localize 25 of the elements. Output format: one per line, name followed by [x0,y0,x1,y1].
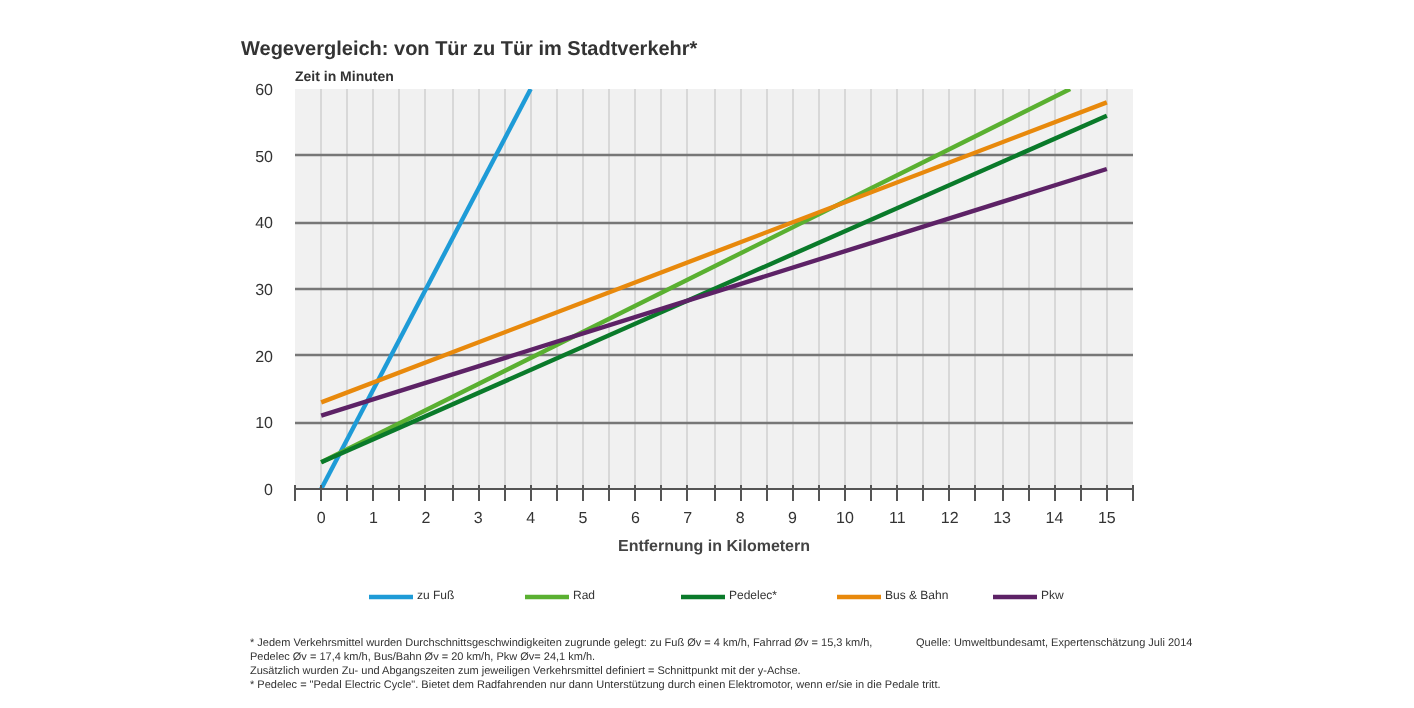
y-tick-label: 0 [264,481,275,499]
x-tick-label: 15 [1097,509,1117,527]
x-tick-label: 5 [578,509,589,527]
y-tick-label: 40 [255,214,275,233]
y-tick-label: 30 [255,281,275,299]
x-tick-label: 7 [683,509,694,527]
x-tick-label: 1 [369,509,380,527]
y-tick-label: 60 [255,81,275,99]
x-tick-label: 0 [316,509,327,527]
x-tick-label: 8 [735,509,746,527]
x-tick-label: 9 [788,509,799,527]
x-axis-title: Entfernung in Kilometern [618,537,811,555]
x-tick-label: 12 [940,509,960,527]
x-tick-label: 2 [421,509,432,527]
chart-title: Wegevergleich: von Tür zu Tür im Stadtverkehr* [241,39,698,61]
x-tick-label: 10 [836,509,855,527]
x-tick-label: 13 [993,509,1013,527]
x-tick-label: 4 [526,509,537,527]
x-tick-label: 14 [1045,509,1065,527]
y-tick-label: 20 [255,347,275,366]
y-tick-label: 10 [255,414,275,433]
y-tick-label: 50 [255,147,275,166]
x-tick-label: 11 [889,509,907,527]
x-tick-label: 3 [473,509,484,527]
x-tick-label: 6 [630,509,641,527]
